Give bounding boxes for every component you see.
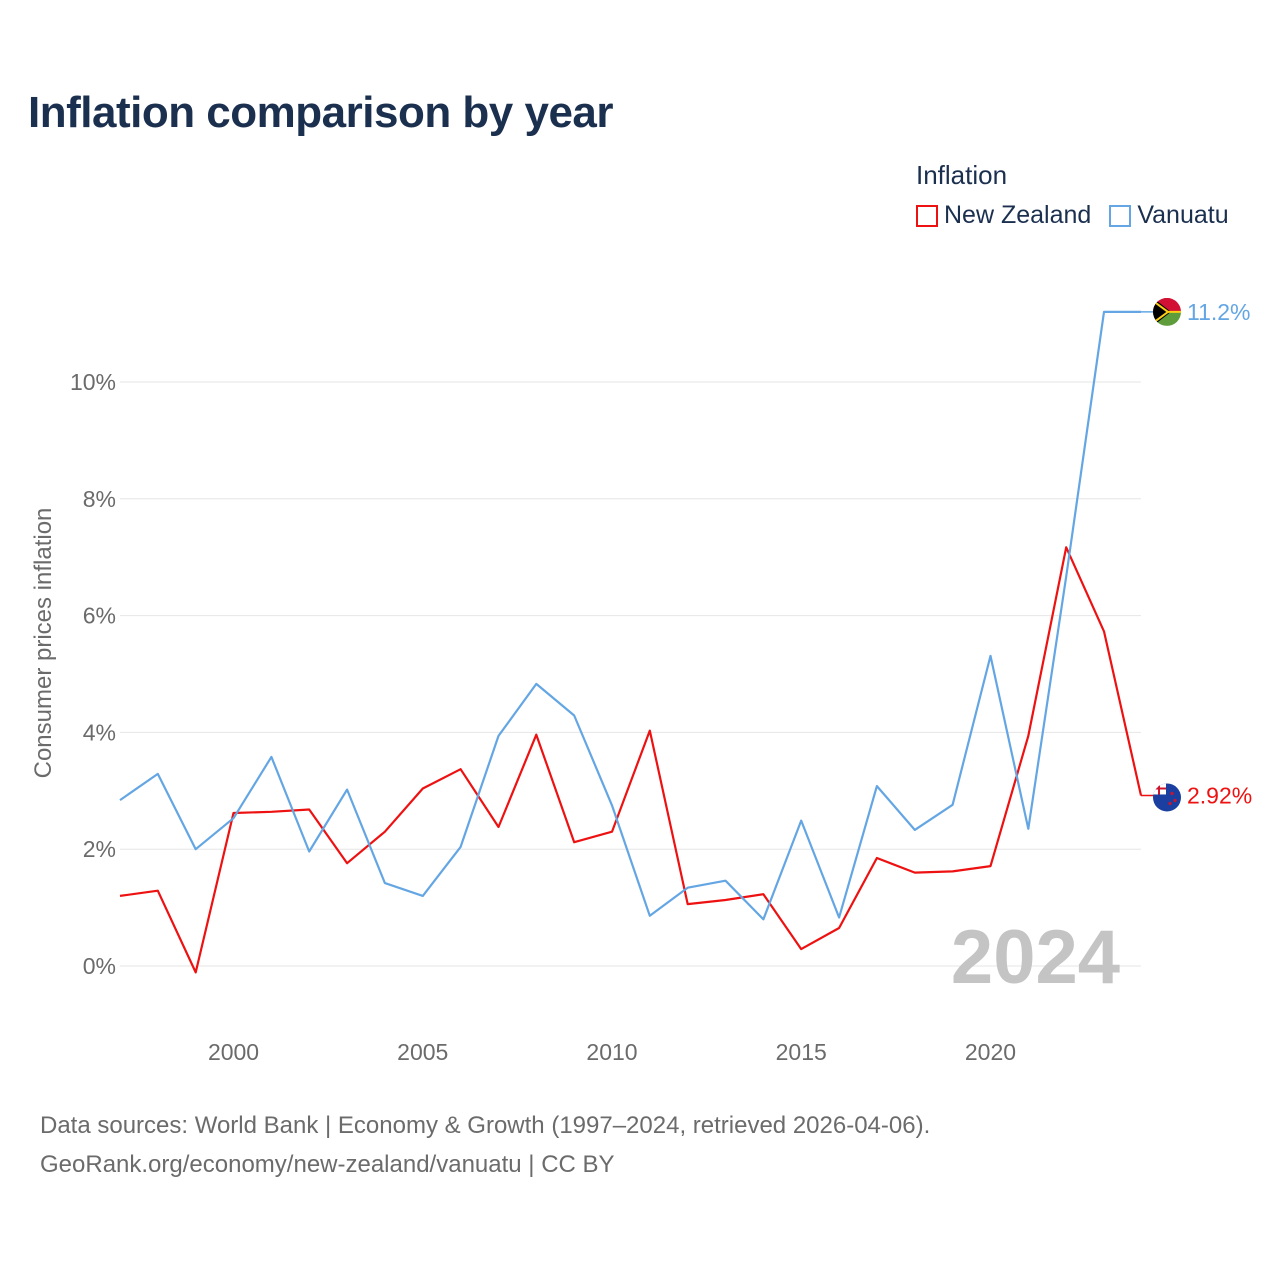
source-line-2[interactable]: GeoRank.org/economy/new-zealand/vanuatu … [40,1151,615,1178]
year-watermark: 2024 [951,915,1120,1000]
x-tick-label: 2010 [586,1039,637,1065]
legend-swatch-vanuatu [1109,204,1132,227]
vanuatu-flag-icon [1153,297,1181,326]
series-line-vanuatu [119,310,1141,921]
x-tick-label: 2015 [776,1039,827,1065]
flag-star [1173,798,1177,803]
legend-label-new-zealand: New Zealand [944,201,1092,229]
y-tick-label: 10% [70,369,116,395]
x-tick-label: 2020 [965,1039,1016,1065]
legend-title: Inflation [916,160,1008,190]
flag-star [1168,801,1172,806]
new-zealand-flag-icon [1153,783,1181,812]
legend-item-vanuatu[interactable]: Vanuatu [1109,201,1229,230]
series-line-new-zealand [119,546,1143,974]
y-axis-label: Consumer prices inflation [30,508,57,779]
x-tick-label: 2005 [397,1039,448,1065]
source-note: Data sources: World Bank | Economy & Gro… [40,1106,930,1184]
legend-swatch-new-zealand [916,204,938,227]
line-chart: 0% 2% 4% 6% 8% 10% 2000 2005 2010 2015 2020 2024 2… [30,297,1252,1065]
legend-item-new-zealand[interactable]: New Zealand [916,201,1091,230]
y-tick-label: 4% [83,719,116,745]
chart-title: Inflation comparison by year [28,88,614,137]
legend-label-vanuatu: Vanuatu [1137,201,1229,229]
x-tick-label: 2000 [208,1039,259,1065]
source-line-1: Data sources: World Bank | Economy & Gro… [40,1112,931,1139]
y-tick-label: 0% [83,953,116,979]
y-tick-label: 6% [83,603,116,629]
end-label-new-zealand: 2.92% [1187,782,1252,808]
end-label-vanuatu: 11.2% [1187,299,1251,325]
y-tick-label: 2% [83,836,116,862]
legend: Inflation New Zealand Vanuatu [916,160,1229,230]
y-tick-label: 8% [83,486,116,512]
flag-star [1170,791,1174,796]
